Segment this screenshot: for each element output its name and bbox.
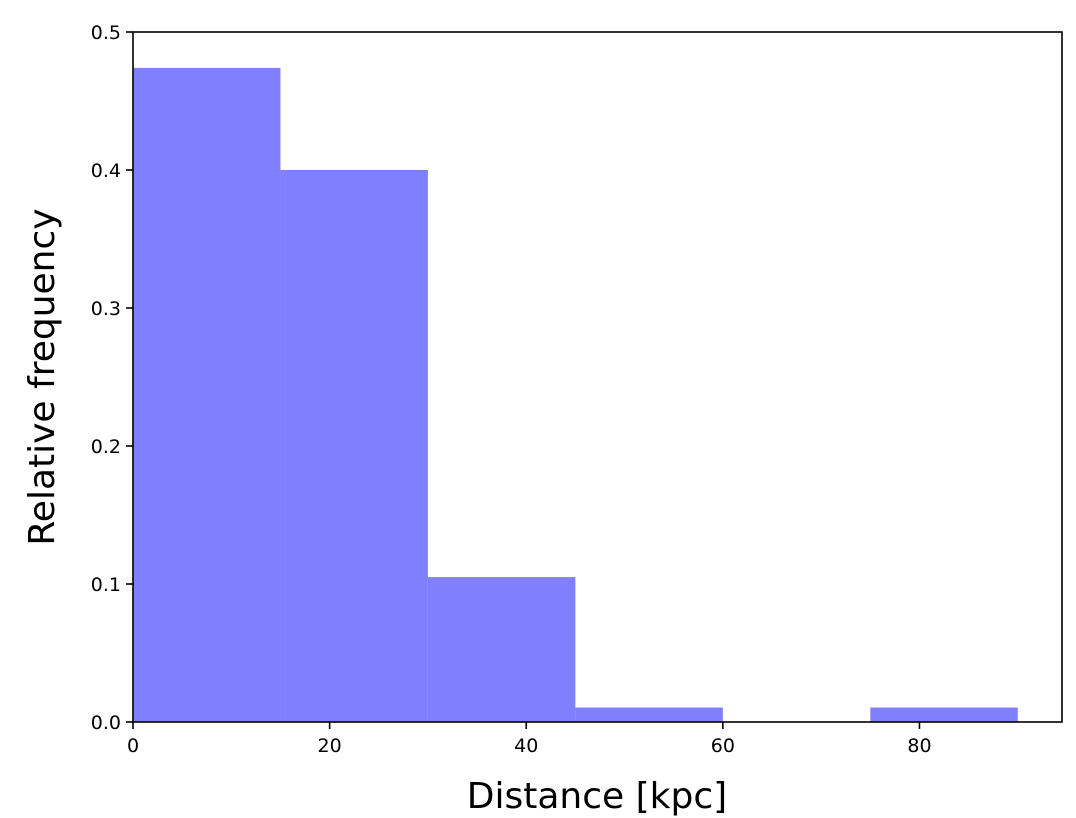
x-tick-label: 40 <box>514 735 538 757</box>
x-tick-label: 20 <box>318 735 342 757</box>
y-tick-label: 0.0 <box>91 712 121 734</box>
bar <box>870 707 1018 722</box>
y-tick-label: 0.2 <box>91 436 121 458</box>
x-tick-label: 60 <box>711 735 735 757</box>
y-tick-label: 0.3 <box>91 298 121 320</box>
y-tick-label: 0.1 <box>91 574 121 596</box>
plot-frame <box>132 31 1063 723</box>
y-tick-label: 0.4 <box>91 160 121 182</box>
x-tick-label: 80 <box>907 735 931 757</box>
y-axis-label: Relative frequency <box>22 208 63 545</box>
y-tick-label: 0.5 <box>91 22 121 44</box>
x-axis-label: Distance [kpc] <box>467 776 727 817</box>
bar <box>427 577 576 722</box>
bar <box>133 67 281 722</box>
x-tick-label: 0 <box>127 735 139 757</box>
bar <box>280 170 428 722</box>
bar <box>575 707 723 722</box>
